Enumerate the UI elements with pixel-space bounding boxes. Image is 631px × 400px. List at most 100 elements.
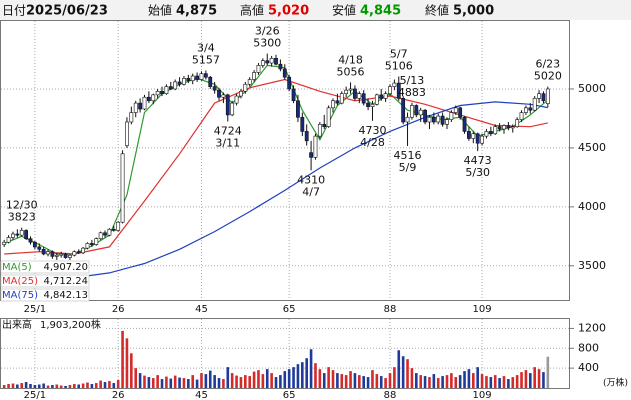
volume-bar (463, 371, 466, 388)
candle-body (480, 135, 484, 144)
volume-bar (90, 384, 94, 388)
header-label: 終値 (425, 3, 449, 18)
candle-body (344, 89, 349, 94)
y-tick-label: 4000 (578, 200, 606, 213)
candle-body (76, 251, 81, 254)
volume-bar (230, 373, 234, 388)
volume-bar (59, 385, 63, 388)
volume-bar (7, 384, 10, 388)
volume-bar (309, 349, 313, 388)
volume-unit: (万株) (603, 377, 628, 389)
candle-body (348, 88, 353, 91)
candle-body (195, 75, 199, 80)
volume-bar (165, 376, 168, 388)
candle-body (370, 103, 375, 107)
volume-bar (498, 378, 501, 388)
candle-body (541, 93, 546, 102)
x-tick-label: 88 (384, 304, 397, 315)
candle-body (414, 105, 419, 116)
volume-bar (458, 375, 462, 388)
y-tick-label: 5000 (578, 82, 606, 95)
legend-value: 4,712.24 (43, 276, 88, 287)
legend-value: 4,842.13 (43, 290, 88, 301)
volume-bar (401, 356, 405, 388)
volume-bar (322, 373, 326, 388)
candle-body (243, 83, 248, 92)
legend-box (0, 274, 90, 288)
candle-body (445, 119, 449, 125)
volume-bar (375, 374, 379, 388)
header-value: 2025/06/23 (26, 4, 108, 19)
candle-body (129, 112, 134, 123)
candle-body (467, 131, 471, 139)
candle-body (418, 109, 423, 116)
volume-bar (29, 384, 32, 388)
candle-body (274, 58, 278, 65)
volume-bar (151, 378, 155, 388)
volume-bar (314, 363, 317, 388)
volume-bar (445, 375, 449, 388)
candle-body (545, 88, 550, 105)
candle-body (151, 94, 156, 102)
candle-body (24, 230, 29, 239)
volume-bar (160, 379, 164, 388)
candle-body (234, 95, 239, 104)
candle-body (515, 119, 520, 127)
candle-body (63, 253, 68, 258)
volume-bar (279, 375, 282, 388)
volume-bar (344, 375, 348, 388)
x-tick-label: 65 (283, 390, 296, 400)
candle-body (81, 247, 86, 254)
annotation-value: 4730 (358, 124, 386, 137)
volume-bar (130, 353, 133, 388)
candle-body (278, 63, 283, 70)
annotation-value: 5020 (534, 70, 562, 83)
candle-body (326, 107, 331, 127)
candle-body (453, 107, 458, 113)
candle-body (6, 237, 11, 243)
candle-body (265, 60, 270, 64)
volume-bar (331, 370, 335, 388)
candle-body (50, 251, 55, 257)
candle-body (291, 88, 296, 102)
candle-body (497, 126, 502, 130)
y-tick-label: 3500 (578, 259, 606, 272)
candle-body (440, 115, 445, 125)
volume-bar (239, 377, 243, 388)
candle-body (116, 221, 121, 231)
candle-body (502, 125, 506, 130)
volume-bar (537, 369, 541, 388)
volume-bar (305, 358, 309, 388)
x-tick-label: 26 (112, 390, 125, 400)
volume-bar (274, 377, 278, 388)
volume-bar (42, 383, 45, 388)
volume-bar (169, 378, 173, 388)
volume-bar (292, 367, 295, 388)
candle-body (120, 153, 125, 223)
x-tick-label: 65 (283, 304, 296, 315)
volume-label-box (1, 319, 105, 331)
candle-body (2, 241, 7, 245)
volume-bar (46, 385, 50, 388)
candle-body (11, 233, 15, 238)
volume-bar (270, 373, 273, 388)
candle-body (449, 112, 454, 120)
price-panel (0, 20, 570, 301)
candle-body (19, 230, 24, 236)
candle-body (317, 124, 322, 137)
candle-body (322, 124, 327, 127)
annotation-date: 3/26 (255, 25, 280, 38)
legend-name: MA(25) (2, 276, 38, 287)
header-value: 4,845 (360, 4, 401, 19)
candle-body (28, 238, 33, 243)
volume-bar (94, 383, 98, 388)
candle-body (471, 133, 476, 139)
volume-bar (261, 374, 265, 388)
header-label: 安値 (332, 3, 356, 18)
candle-body (353, 88, 357, 99)
candle-body (423, 109, 427, 123)
volume-bar (217, 378, 221, 388)
annotation-date: 5/9 (399, 161, 417, 174)
